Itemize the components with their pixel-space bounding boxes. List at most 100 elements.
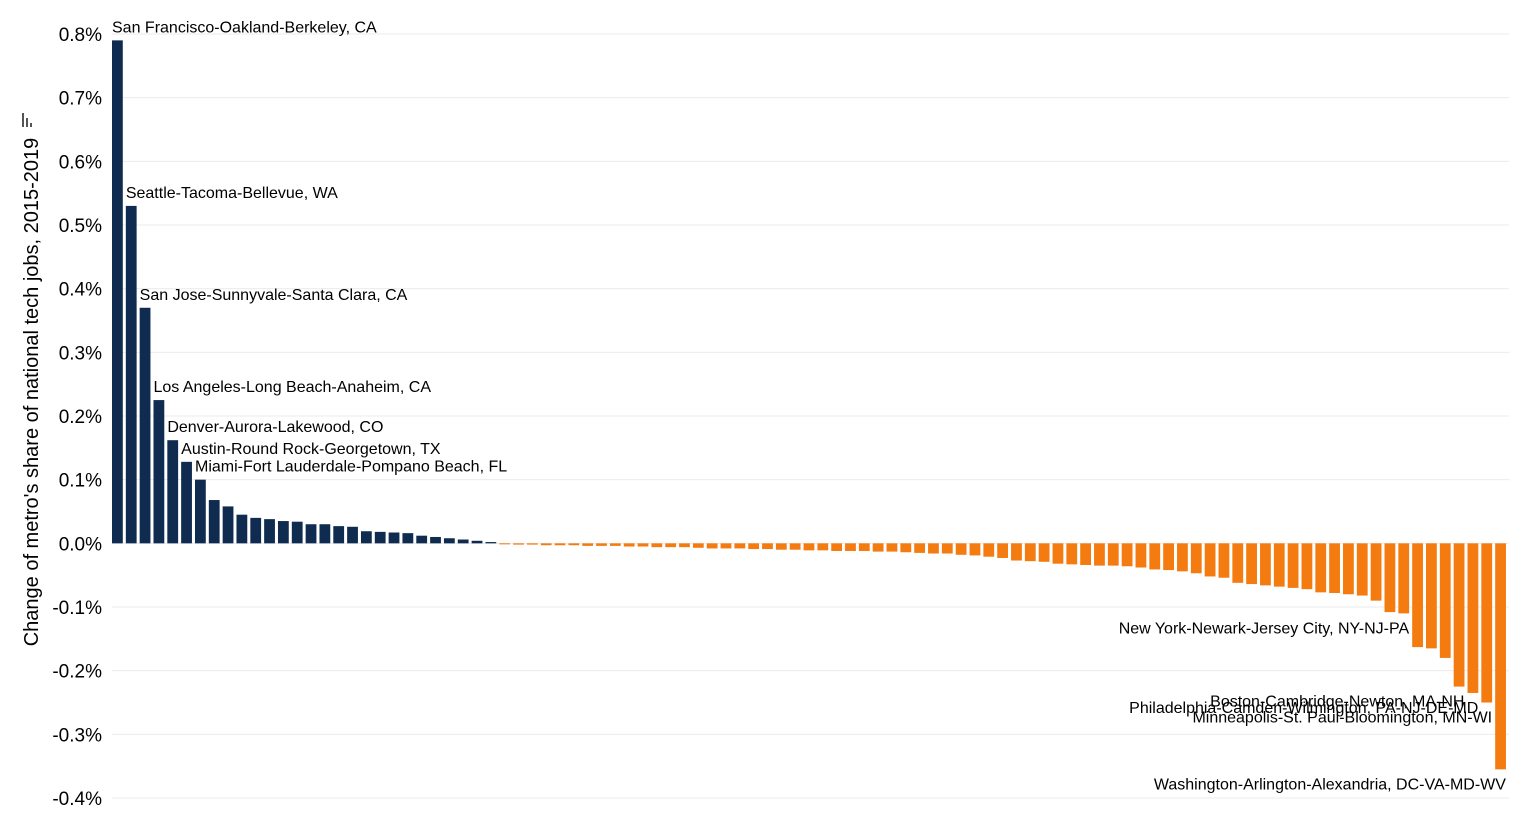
- bar: [1467, 543, 1479, 693]
- bar: [845, 543, 856, 551]
- bar: [291, 521, 303, 544]
- bar: [513, 543, 524, 545]
- y-tick-label: -0.1%: [52, 598, 102, 619]
- bar: [277, 521, 289, 544]
- bar: [526, 543, 538, 545]
- bar: [1495, 543, 1506, 770]
- bar: [443, 538, 455, 544]
- bar-annotations: San Francisco-Oakland-Berkeley, CA Seattl…: [112, 19, 1506, 793]
- bar: [789, 543, 801, 550]
- bar-annotation: San Jose-Sunnyvale-Santa Clara, CA: [140, 287, 408, 304]
- bar: [319, 524, 331, 544]
- bar: [886, 543, 898, 552]
- bar: [305, 524, 317, 544]
- bar: [1301, 543, 1313, 590]
- y-tick-label: 0.0%: [59, 534, 102, 555]
- bar: [969, 543, 981, 556]
- bar: [623, 543, 635, 547]
- bar: [264, 519, 275, 544]
- y-axis-title: Change of metro's share of national tech…: [21, 138, 43, 647]
- bar: [1384, 543, 1396, 613]
- bar-annotation: Austin-Round Rock-Georgetown, TX: [181, 441, 441, 458]
- bar: [347, 526, 358, 544]
- bar: [167, 440, 179, 544]
- bar: [651, 543, 663, 548]
- bar: [430, 536, 441, 544]
- bar: [194, 479, 206, 544]
- bar: [236, 514, 248, 544]
- bar: [997, 543, 1009, 558]
- bar: [153, 400, 165, 544]
- y-tick-label: -0.2%: [52, 662, 102, 683]
- bar: [706, 543, 718, 549]
- bar: [665, 543, 677, 548]
- y-tick-label: 0.7%: [59, 89, 102, 110]
- bar: [568, 543, 580, 546]
- bar: [1453, 543, 1465, 687]
- bar: [983, 543, 995, 557]
- bar: [222, 506, 234, 544]
- bar: [1080, 543, 1092, 565]
- bar: [1246, 543, 1257, 585]
- bar: [1218, 543, 1230, 578]
- bar: [1094, 543, 1105, 566]
- bar: [416, 535, 428, 544]
- bar: [817, 543, 829, 551]
- bar: [679, 543, 690, 548]
- y-tick-label: 0.1%: [59, 471, 102, 492]
- bar: [1149, 543, 1161, 570]
- bar: [1121, 543, 1133, 567]
- bar: [1135, 543, 1147, 568]
- bar: [596, 543, 607, 546]
- bar: [609, 543, 621, 546]
- bar: [402, 533, 414, 544]
- bar: [250, 517, 262, 544]
- y-tick-label: 0.8%: [59, 25, 102, 46]
- bar: [1038, 543, 1050, 562]
- bar: [125, 205, 137, 544]
- bar: [1370, 543, 1382, 601]
- bar: [1329, 543, 1340, 593]
- bar-annotation: Boston-Cambridge-Newton, MA-NH: [1210, 694, 1464, 711]
- bar-annotation: Miami-Fort Lauderdale-Pompano Beach, FL: [195, 459, 507, 476]
- bar: [1412, 543, 1423, 648]
- bar: [360, 531, 372, 544]
- bar: [941, 543, 953, 554]
- chart-menu-icon[interactable]: [22, 113, 32, 127]
- bar-annotation: Seattle-Tacoma-Bellevue, WA: [126, 185, 338, 202]
- bars: [112, 40, 1506, 770]
- bar: [181, 461, 192, 544]
- bar: [1426, 543, 1437, 649]
- bar: [554, 543, 566, 546]
- bar: [1107, 543, 1119, 566]
- bar: [1315, 543, 1327, 593]
- bar: [499, 543, 511, 545]
- bar: [1177, 543, 1188, 572]
- bar: [720, 543, 732, 549]
- y-tick-label: -0.3%: [52, 725, 102, 746]
- bar-annotation: New York-Newark-Jersey City, NY-NJ-PA: [1119, 620, 1410, 637]
- y-tick-label: 0.2%: [59, 407, 102, 428]
- bar: [955, 543, 967, 555]
- bar: [1273, 543, 1285, 587]
- bar: [485, 542, 497, 544]
- bar: [540, 543, 552, 546]
- y-tick-label: 0.6%: [59, 152, 102, 173]
- bar: [1439, 543, 1451, 658]
- bar: [333, 526, 345, 544]
- bar: [637, 543, 649, 547]
- bar: [112, 40, 123, 544]
- bar: [914, 543, 926, 553]
- bar: [1163, 543, 1174, 571]
- y-tick-label: 0.3%: [59, 343, 102, 364]
- bar: [457, 539, 469, 544]
- bar: [1066, 543, 1078, 565]
- bar: [872, 543, 884, 552]
- y-axis-ticks: 0.8% 0.7% 0.6% 0.5% 0.4% 0.3% 0.2% 0.1% 0.0% -0.1…: [52, 25, 102, 810]
- bar: [139, 307, 151, 544]
- bar: [803, 543, 815, 551]
- bar: [1481, 543, 1493, 703]
- bar: [1232, 543, 1244, 583]
